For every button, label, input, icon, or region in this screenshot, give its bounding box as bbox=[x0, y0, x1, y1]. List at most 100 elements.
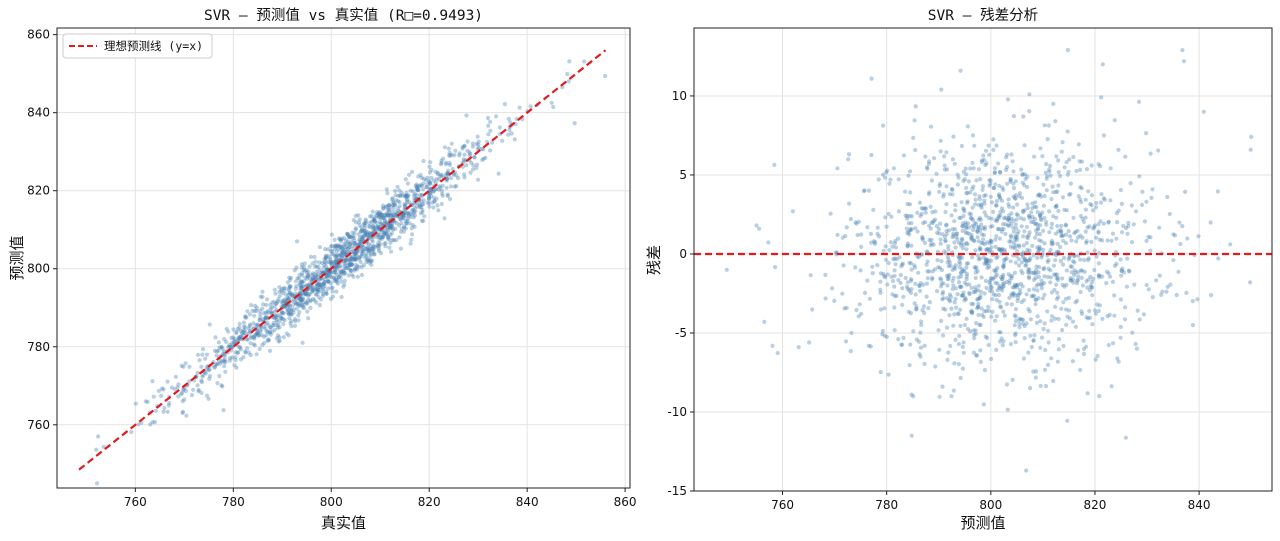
residual-point bbox=[754, 223, 759, 228]
residual-point bbox=[1029, 344, 1034, 350]
residual-point bbox=[1009, 211, 1014, 216]
residual-point bbox=[1013, 235, 1019, 240]
residual-point bbox=[993, 218, 998, 223]
residual-point bbox=[971, 332, 977, 338]
residual-point bbox=[1010, 273, 1015, 278]
residual-point bbox=[986, 246, 991, 252]
data-point bbox=[275, 325, 280, 330]
residual-point bbox=[958, 375, 963, 381]
data-point bbox=[365, 256, 370, 261]
residual-point bbox=[963, 220, 968, 225]
data-point bbox=[427, 179, 432, 184]
residual-point bbox=[977, 256, 983, 261]
residual-point bbox=[1059, 229, 1064, 234]
residual-point bbox=[991, 276, 996, 281]
data-point bbox=[235, 350, 240, 355]
data-point bbox=[451, 172, 456, 177]
residual-point bbox=[1038, 212, 1043, 217]
data-point bbox=[438, 185, 443, 190]
data-point bbox=[282, 298, 287, 304]
data-point bbox=[342, 236, 347, 241]
data-point bbox=[383, 240, 388, 245]
data-point bbox=[322, 283, 327, 288]
data-point bbox=[274, 301, 279, 307]
data-point bbox=[324, 291, 329, 296]
residual-point bbox=[965, 326, 971, 332]
scatter-points-right bbox=[724, 48, 1254, 473]
residual-point bbox=[930, 269, 935, 274]
residual-point bbox=[1033, 297, 1038, 302]
residual-point bbox=[1054, 204, 1059, 209]
residual-point bbox=[981, 237, 986, 242]
residual-point bbox=[979, 202, 984, 207]
data-point bbox=[288, 308, 293, 313]
data-point bbox=[337, 237, 342, 242]
residual-point bbox=[884, 224, 889, 229]
data-point bbox=[333, 278, 338, 283]
residual-point bbox=[878, 279, 883, 284]
data-point bbox=[294, 301, 299, 306]
residual-point bbox=[987, 280, 992, 285]
residual-point bbox=[964, 224, 969, 230]
residual-point bbox=[988, 278, 993, 283]
data-point bbox=[257, 317, 262, 322]
data-point bbox=[388, 224, 393, 229]
residual-point bbox=[1027, 386, 1033, 391]
residual-point bbox=[990, 289, 995, 294]
data-point bbox=[374, 213, 379, 218]
data-point bbox=[266, 337, 271, 342]
residual-point bbox=[1020, 284, 1025, 289]
data-point bbox=[470, 144, 476, 149]
residual-point bbox=[840, 235, 845, 240]
data-point bbox=[204, 393, 210, 398]
residual-point bbox=[1042, 321, 1047, 326]
residual-point bbox=[1017, 191, 1023, 196]
residual-point bbox=[982, 309, 987, 314]
residual-point bbox=[1075, 348, 1081, 353]
data-point bbox=[321, 265, 326, 270]
data-point bbox=[372, 252, 377, 257]
residual-point bbox=[950, 192, 955, 197]
residual-point bbox=[1144, 282, 1149, 288]
data-point bbox=[409, 237, 414, 242]
data-point bbox=[375, 233, 380, 238]
data-point bbox=[355, 264, 360, 269]
data-point bbox=[338, 252, 343, 257]
residual-point bbox=[1064, 232, 1069, 237]
data-point bbox=[167, 401, 172, 406]
data-point bbox=[271, 323, 276, 328]
residual-point bbox=[1069, 270, 1074, 275]
data-point bbox=[254, 323, 259, 328]
data-point bbox=[349, 262, 354, 267]
residual-point bbox=[1064, 160, 1069, 165]
data-point bbox=[223, 359, 228, 364]
residual-point bbox=[997, 284, 1002, 289]
residual-point bbox=[945, 357, 950, 362]
residual-point bbox=[1084, 344, 1089, 349]
data-point bbox=[280, 291, 285, 296]
residual-point bbox=[1020, 208, 1026, 213]
data-point bbox=[367, 224, 372, 229]
data-point bbox=[241, 327, 246, 333]
plot-area-right bbox=[694, 28, 1272, 491]
residual-point bbox=[1033, 271, 1038, 276]
residual-point bbox=[1042, 281, 1047, 286]
data-point bbox=[399, 221, 404, 226]
data-point bbox=[358, 239, 364, 245]
residual-point bbox=[966, 179, 971, 184]
data-point bbox=[411, 207, 416, 212]
residual-point bbox=[871, 239, 877, 244]
data-point bbox=[217, 374, 222, 379]
residual-point bbox=[892, 241, 897, 246]
residual-point bbox=[927, 159, 932, 164]
data-point bbox=[184, 413, 189, 418]
residual-point bbox=[1146, 287, 1151, 292]
x-axis-label-right: 预测值 bbox=[960, 514, 1005, 532]
data-point bbox=[275, 299, 280, 304]
data-point bbox=[370, 226, 375, 231]
residual-point bbox=[1032, 270, 1037, 276]
data-point bbox=[260, 289, 265, 294]
residual-point bbox=[1033, 268, 1039, 273]
